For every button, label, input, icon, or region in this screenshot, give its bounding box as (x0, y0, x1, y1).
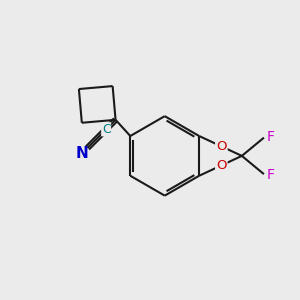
Text: N: N (75, 146, 88, 161)
Text: F: F (266, 168, 274, 182)
Text: O: O (216, 140, 226, 153)
Text: F: F (266, 130, 274, 144)
Text: C: C (102, 123, 110, 136)
Text: O: O (216, 159, 226, 172)
